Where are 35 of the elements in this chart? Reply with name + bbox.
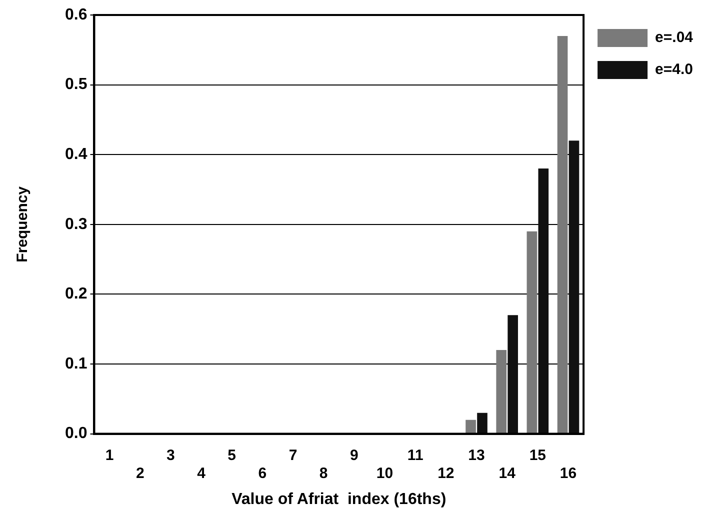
x-tick-label: 3: [166, 446, 175, 464]
y-tick-label: 0.0: [64, 425, 88, 442]
y-tick-label: 0.1: [64, 355, 88, 372]
legend-label: e=.04: [655, 29, 694, 46]
x-tick-label: 13: [468, 446, 485, 464]
bar: [496, 350, 507, 434]
x-tick-label: 8: [319, 464, 328, 482]
y-tick-label: 0.5: [64, 76, 88, 94]
y-axis-title: Frequency: [14, 186, 32, 262]
x-tick-label: 14: [498, 464, 516, 482]
y-tick-label: 0.4: [64, 146, 88, 164]
bar: [466, 420, 476, 434]
x-axis-title: Value of Afriat index (16ths): [232, 490, 446, 508]
x-tick-label: 12: [438, 464, 454, 482]
y-tick-label: 0.2: [64, 286, 88, 303]
bar: [526, 231, 538, 434]
x-tick-label: 11: [407, 446, 424, 464]
x-tick-label: 5: [228, 446, 236, 464]
y-tick-label: 0.3: [64, 216, 88, 233]
x-tick-label: 7: [288, 446, 298, 464]
y-tick-label: 0.6: [64, 6, 88, 24]
bar: [477, 412, 488, 434]
x-tick-label: 10: [376, 464, 394, 482]
x-tick-label: 6: [258, 464, 267, 482]
x-tick-label: 4: [197, 464, 206, 482]
x-tick-label: 15: [529, 446, 546, 464]
x-tick-label: 9: [350, 446, 358, 464]
legend-label: e=4.0: [655, 61, 694, 78]
bar: [538, 168, 549, 434]
bar: [557, 36, 568, 434]
x-tick-label: 1: [105, 446, 114, 464]
x-tick-label: 2: [136, 464, 144, 482]
bar: [568, 140, 580, 434]
bar: [508, 315, 518, 434]
x-tick-label: 16: [560, 464, 577, 482]
